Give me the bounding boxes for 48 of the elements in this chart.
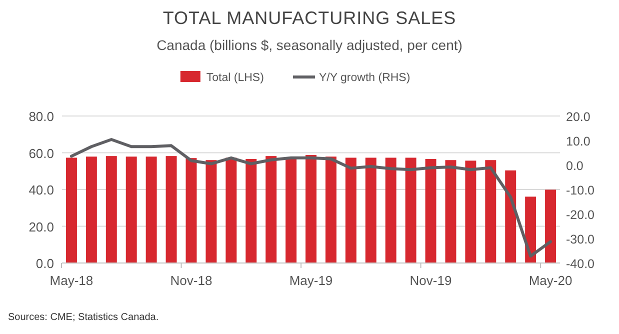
bar — [405, 158, 416, 263]
bar — [146, 156, 157, 263]
y2-tick-label: 20.0 — [566, 110, 590, 124]
x-tick-label: Nov-18 — [170, 273, 212, 288]
bar — [425, 158, 436, 263]
bar — [385, 158, 396, 263]
bar — [226, 158, 237, 263]
y2-tick-label: -10.0 — [566, 184, 595, 198]
bar — [505, 170, 516, 263]
legend-label: Y/Y growth (RHS) — [319, 72, 410, 84]
bar — [66, 158, 77, 263]
x-tick-label: May-18 — [50, 273, 94, 288]
bar — [365, 158, 376, 263]
bar — [445, 160, 456, 263]
chart-title: TOTAL MANUFACTURING SALES — [162, 8, 456, 28]
y-tick-label: 20.0 — [28, 219, 54, 234]
y2-tick-label: -40.0 — [566, 257, 595, 271]
y-tick-label: 60.0 — [28, 146, 54, 161]
bar — [166, 156, 177, 263]
bar — [126, 156, 137, 263]
bar — [545, 190, 556, 263]
bar — [465, 160, 476, 263]
bar — [266, 156, 277, 263]
x-tick-label: Nov-19 — [410, 273, 452, 288]
x-tick-label: May-19 — [289, 273, 333, 288]
x-tick-label: May-20 — [528, 273, 572, 288]
chart-subtitle: Canada (billions $, seasonally adjusted, per cent) — [156, 37, 462, 53]
legend-label: Total (LHS) — [206, 72, 264, 84]
bar — [325, 156, 336, 263]
bar — [206, 160, 217, 263]
source-note: Sources: CME; Statistics Canada. — [8, 312, 159, 323]
y2-tick-label: 0.0 — [566, 159, 584, 173]
y-tick-label: 40.0 — [28, 182, 54, 198]
bar — [246, 158, 257, 263]
y-tick-label: 80.0 — [28, 109, 54, 124]
bar — [306, 154, 316, 263]
bar — [106, 156, 117, 263]
y2-tick-label: 10.0 — [566, 134, 590, 148]
bar — [286, 158, 297, 263]
bar — [525, 196, 536, 263]
bar — [345, 158, 356, 263]
line-series — [70, 138, 552, 258]
bar — [186, 158, 197, 263]
bar — [485, 160, 496, 263]
y2-tick-label: -20.0 — [566, 208, 595, 222]
y-tick-label: 0.0 — [36, 256, 54, 271]
bar — [86, 156, 97, 263]
y2-tick-label: -30.0 — [566, 232, 595, 246]
